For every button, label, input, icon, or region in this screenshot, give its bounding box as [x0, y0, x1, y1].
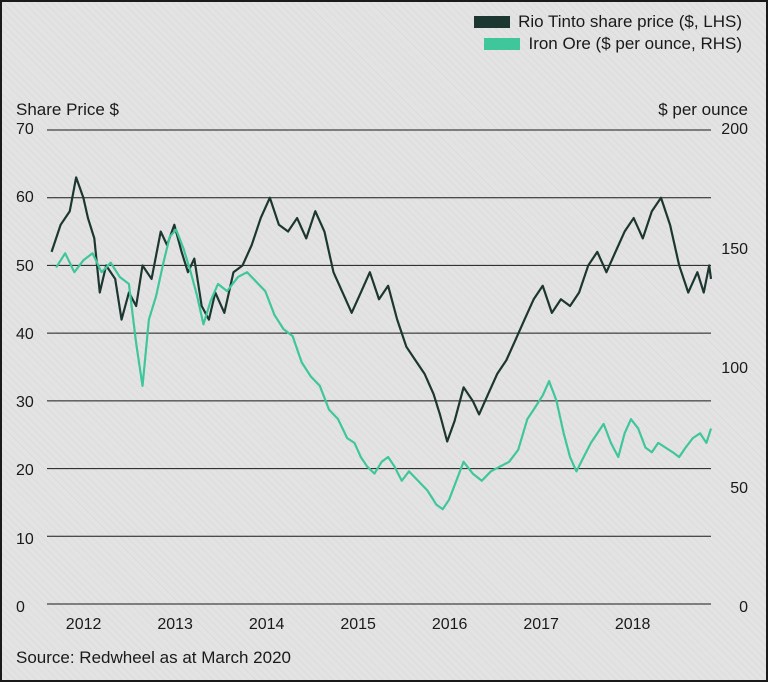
x-tick-label: 2015: [340, 616, 376, 634]
x-tick-label: 2013: [157, 616, 193, 634]
y-axis-left-title: Share Price $: [16, 100, 119, 120]
y-tick-right-label: 200: [721, 121, 748, 139]
y-tick-left-label: 10: [16, 531, 34, 549]
gridlines-group: [47, 130, 711, 604]
legend-item-rio-tinto: Rio Tinto share price ($, LHS): [474, 12, 742, 32]
series-rio-tinto: [52, 177, 711, 441]
series-iron-ore: [56, 230, 711, 510]
x-tick-label: 2012: [66, 616, 102, 634]
y-tick-left-label: 60: [16, 189, 34, 207]
legend-swatch: [474, 16, 510, 28]
y-tick-left-label: 50: [16, 258, 34, 276]
legend-label: Iron Ore ($ per ounce, RHS): [528, 34, 742, 54]
legend-swatch: [484, 38, 520, 50]
y-tick-right-label: 100: [721, 360, 748, 378]
y-tick-left-label: 20: [16, 462, 34, 480]
chart-svg: [47, 130, 711, 604]
series-group: [52, 177, 711, 509]
x-tick-label: 2016: [432, 616, 468, 634]
legend-label: Rio Tinto share price ($, LHS): [518, 12, 742, 32]
chart-container: Rio Tinto share price ($, LHS) Iron Ore …: [0, 0, 768, 682]
legend: Rio Tinto share price ($, LHS) Iron Ore …: [474, 12, 742, 56]
x-tick-label: 2014: [249, 616, 285, 634]
x-tick-label: 2017: [523, 616, 559, 634]
x-tick-label: 2018: [615, 616, 651, 634]
legend-item-iron-ore: Iron Ore ($ per ounce, RHS): [474, 34, 742, 54]
plot-area: [47, 130, 711, 604]
y-axis-right-title: $ per ounce: [658, 100, 748, 120]
y-tick-left-label: 30: [16, 394, 34, 412]
y-tick-right-label: 0: [739, 599, 748, 617]
source-text: Source: Redwheel as at March 2020: [16, 648, 291, 668]
y-tick-right-label: 150: [721, 241, 748, 259]
y-tick-left-label: 40: [16, 326, 34, 344]
y-tick-left-label: 70: [16, 121, 34, 139]
y-tick-left-label: 0: [16, 599, 25, 617]
y-tick-right-label: 50: [730, 480, 748, 498]
